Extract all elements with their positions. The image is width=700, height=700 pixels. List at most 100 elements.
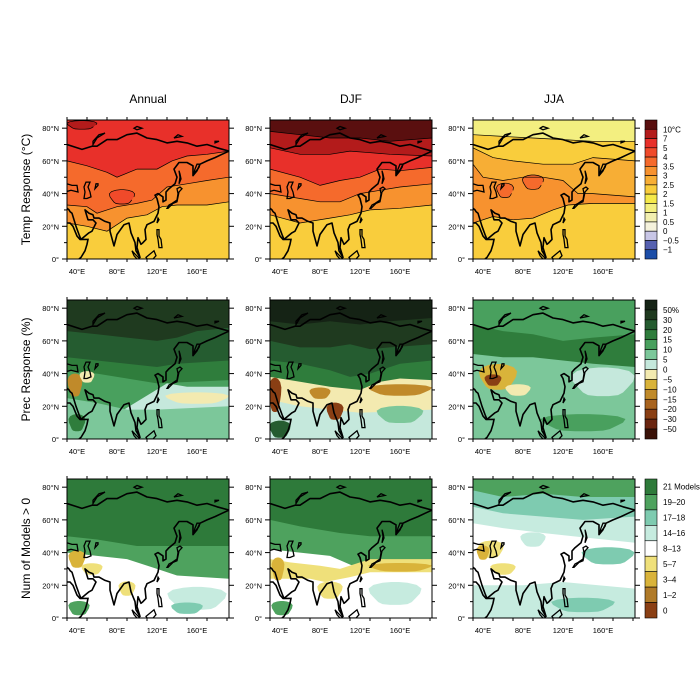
- colorbar-label: −0.5: [663, 236, 679, 245]
- contour-line: [67, 176, 229, 214]
- colorbar-label: 8–13: [663, 545, 681, 554]
- column-title: Annual: [129, 92, 166, 106]
- island-outline: [296, 542, 302, 550]
- island-outline: [551, 608, 563, 618]
- map-panel-0-1: 40°E 80°E 120°E 160°E 0° 20°N 40°N 60°N 80°N: [245, 117, 437, 276]
- colorbar-label: 0: [663, 227, 668, 236]
- island-outline: [417, 320, 423, 324]
- field-region: [581, 547, 635, 565]
- field-region: [67, 398, 229, 439]
- island-outline: [156, 575, 160, 583]
- lon-tick-label: 80°E: [515, 267, 531, 276]
- island-outline: [93, 363, 99, 371]
- colorbar-label: 0.5: [663, 218, 675, 227]
- island-outline: [376, 133, 388, 139]
- island-outline: [173, 492, 185, 498]
- field-region: [522, 175, 544, 190]
- field-region: [171, 602, 203, 614]
- contour-line: [473, 134, 635, 151]
- lat-tick-label: 60°N: [448, 516, 465, 525]
- island-outline: [173, 133, 185, 139]
- colorbar-label: 0: [663, 606, 668, 615]
- map-field: [270, 300, 432, 439]
- coastline-africa: [67, 222, 89, 259]
- colorbar-swatch: [644, 379, 658, 390]
- colorbar-swatch: [644, 418, 658, 430]
- colorbar-swatch: [644, 249, 658, 260]
- lat-tick-label: 60°N: [448, 157, 465, 166]
- field-region: [520, 532, 546, 547]
- colorbar-swatch: [644, 138, 658, 149]
- island-outline: [286, 181, 295, 200]
- island-outline: [214, 320, 220, 324]
- island-outline: [348, 608, 360, 618]
- lat-tick-label: 40°N: [42, 370, 59, 379]
- lat-tick-label: 80°N: [448, 483, 465, 492]
- colorbar-swatch: [644, 230, 658, 241]
- colorbar-swatch: [644, 156, 658, 167]
- lon-tick-label: 80°E: [109, 626, 125, 635]
- field-region: [309, 387, 331, 399]
- colorbar-swatch: [644, 494, 658, 511]
- contour-line: [473, 163, 635, 202]
- colorbar-swatch: [644, 349, 658, 360]
- colorbar-swatch: [644, 339, 658, 350]
- colorbar-swatch: [644, 309, 658, 321]
- island-outline: [376, 492, 388, 498]
- island-outline: [598, 522, 607, 535]
- coastline-africa: [67, 581, 89, 618]
- island-outline: [498, 491, 512, 506]
- colorbar-label: 10: [663, 346, 672, 355]
- colorbar-swatch: [644, 319, 658, 331]
- map-panel-0-2: 40°E 80°E 120°E 160°E 0° 20°N 40°N 60°N 80°N: [448, 117, 640, 276]
- row-label: Temp Response (°C): [19, 134, 33, 246]
- lat-tick-label: 80°N: [448, 304, 465, 313]
- field-region: [270, 205, 432, 259]
- lat-tick-label: 20°N: [42, 402, 59, 411]
- island-outline: [359, 216, 363, 224]
- island-outline: [286, 540, 295, 559]
- island-outline: [334, 430, 344, 439]
- map-panel-2-1: 40°E 80°E 120°E 160°E 0° 20°N 40°N 60°N 80°N: [245, 476, 437, 635]
- island-outline: [132, 305, 145, 311]
- field-region: [473, 203, 635, 259]
- lat-tick-label: 80°N: [42, 483, 59, 492]
- contour-line: [496, 182, 514, 198]
- map-frame: [472, 478, 636, 619]
- column-title: JJA: [544, 92, 564, 106]
- lat-tick-label: 20°N: [42, 581, 59, 590]
- colorbar-label: 21 Models: [663, 483, 700, 492]
- lon-tick-label: 120°E: [147, 626, 168, 635]
- lat-tick-label: 40°N: [448, 549, 465, 558]
- field-region: [540, 414, 626, 432]
- field-region: [67, 373, 83, 397]
- island-outline: [368, 545, 386, 568]
- island-outline: [562, 575, 566, 583]
- map-field: [473, 300, 635, 439]
- colorbar-label: 1: [663, 209, 668, 218]
- island-outline: [359, 587, 366, 608]
- island-outline: [335, 125, 348, 131]
- island-outline: [584, 170, 588, 185]
- island-outline: [359, 575, 363, 583]
- lat-tick-label: 0°: [458, 614, 465, 623]
- colorbar-swatch: [644, 602, 658, 619]
- colorbar-swatch: [644, 586, 658, 603]
- island-outline: [335, 484, 348, 490]
- island-outline: [537, 430, 547, 439]
- island-outline: [286, 361, 295, 380]
- colorbar-swatch: [644, 408, 658, 420]
- field-region: [571, 367, 635, 397]
- lon-tick-label: 40°E: [272, 267, 288, 276]
- coastline: [270, 132, 432, 259]
- colorbar-label: 4: [663, 153, 668, 162]
- map-panel-1-2: 40°E 80°E 120°E 160°E 0° 20°N 40°N 60°N 80°N: [448, 297, 640, 456]
- colorbar-label: 20: [663, 326, 672, 335]
- contour-line: [473, 147, 635, 169]
- colorbar-label: −20: [663, 405, 677, 414]
- island-outline: [348, 429, 360, 439]
- island-outline: [395, 522, 404, 535]
- island-outline: [579, 313, 591, 319]
